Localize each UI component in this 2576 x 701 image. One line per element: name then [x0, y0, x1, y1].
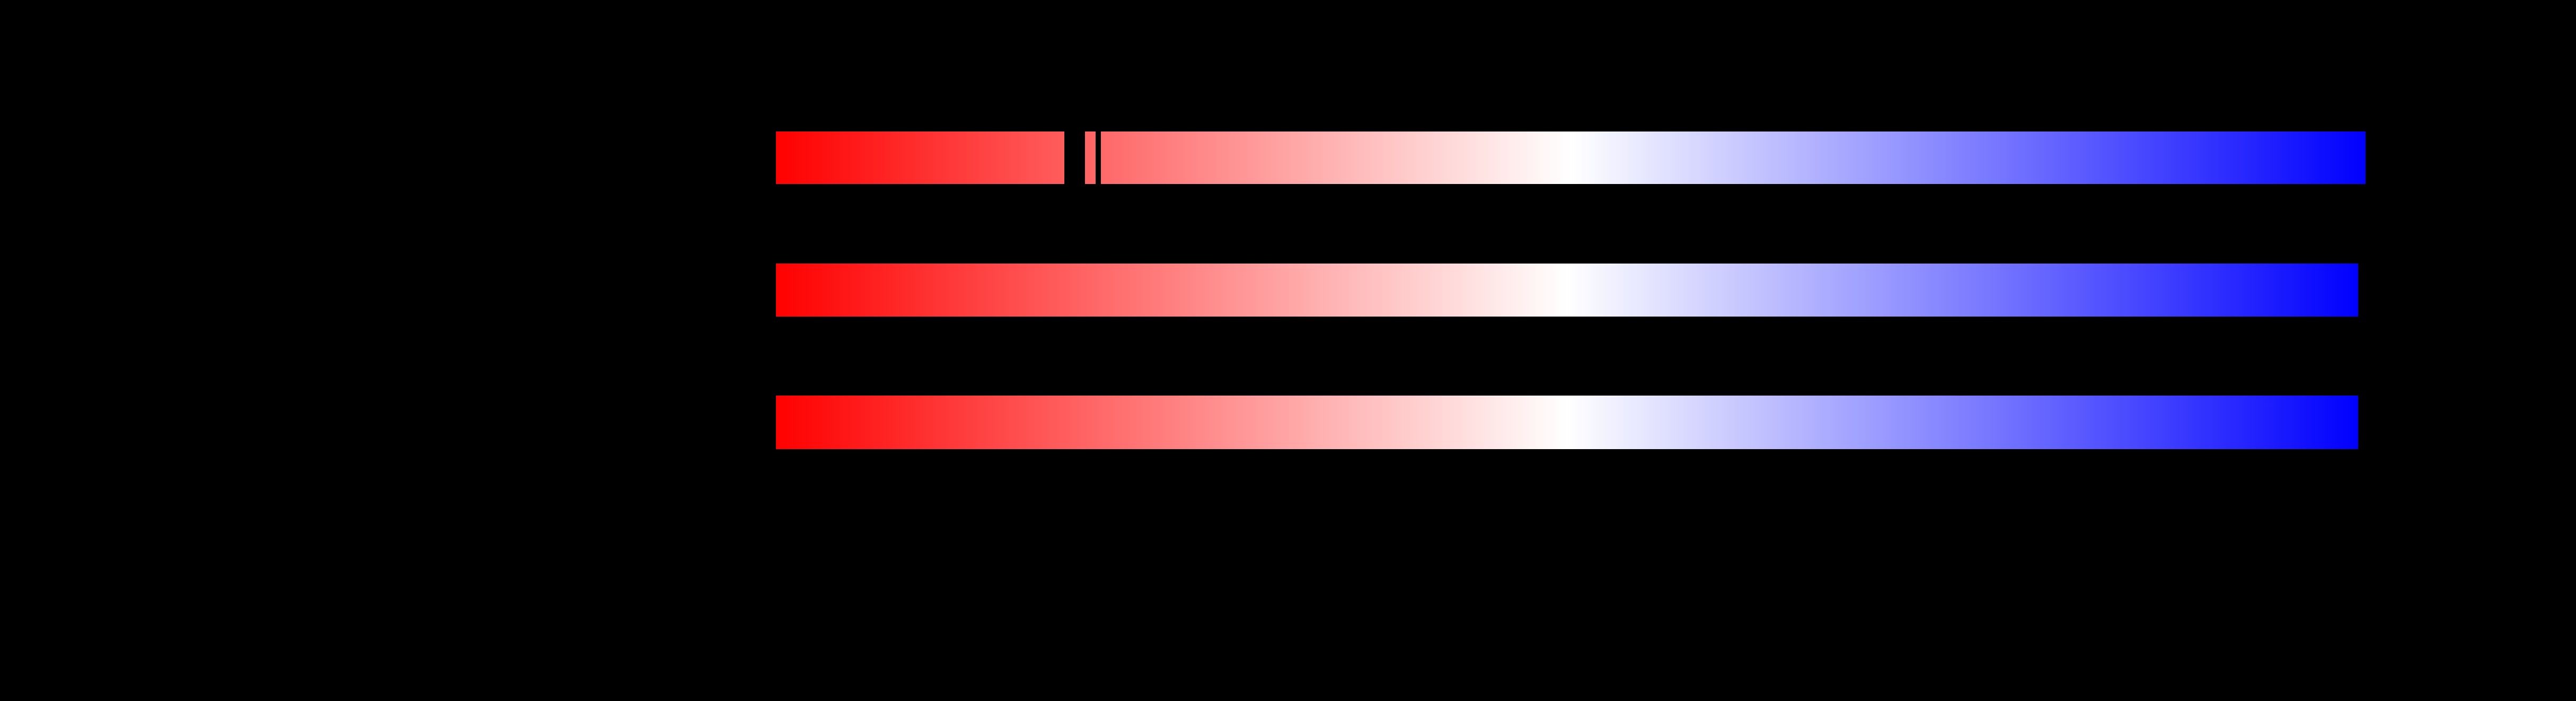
missing-sample-gap	[1064, 132, 1085, 184]
colorbar-bottom	[776, 396, 2358, 449]
colorbar-top	[776, 132, 2366, 184]
colorbar-middle	[776, 264, 2358, 317]
missing-sample-gap	[1096, 132, 1101, 184]
